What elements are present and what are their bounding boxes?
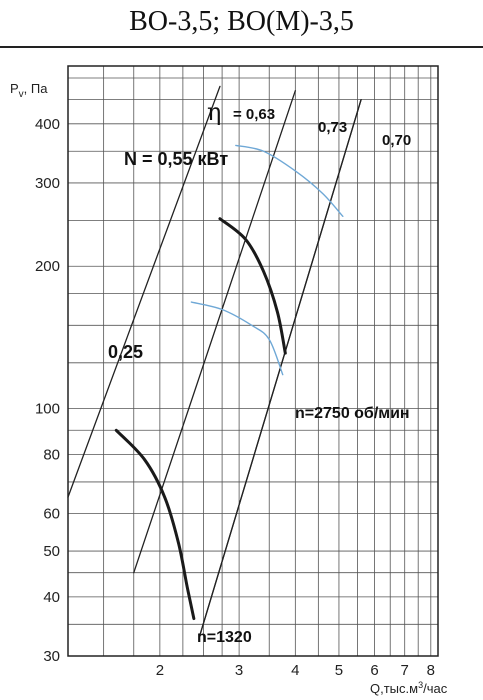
label-eta-070: 0,70 bbox=[382, 132, 411, 149]
y-tick-label: 100 bbox=[35, 401, 60, 418]
y-tick-label: 80 bbox=[43, 446, 60, 463]
plot-frame bbox=[67, 65, 439, 657]
label-n-2750: n=2750 об/мин bbox=[295, 405, 410, 422]
x-tick-label: 2 bbox=[156, 662, 164, 679]
x-axis-label: Q,тыс.м3/час bbox=[370, 680, 448, 696]
y-axis-label: Pv, Па bbox=[10, 81, 48, 100]
x-tick-label: 4 bbox=[291, 662, 299, 679]
x-tick-label: 6 bbox=[370, 662, 378, 679]
series-layer bbox=[67, 85, 362, 638]
x-tick-label: 3 bbox=[235, 662, 243, 679]
label-n-1320: n=1320 bbox=[197, 629, 252, 646]
title-divider bbox=[0, 46, 483, 48]
series-speed-line-4 bbox=[218, 217, 287, 355]
x-tick-label: 8 bbox=[427, 662, 435, 679]
grid-lines bbox=[67, 66, 438, 657]
series-speed-line-5 bbox=[114, 428, 196, 621]
series-power-line-6 bbox=[235, 144, 344, 218]
y-tick-label: 30 bbox=[43, 648, 60, 665]
y-tick-label: 300 bbox=[35, 175, 60, 192]
x-tick-label: 7 bbox=[401, 662, 409, 679]
label-eta-063: = 0,63 bbox=[233, 106, 275, 123]
y-tick-label: 400 bbox=[35, 116, 60, 133]
label-power-055: N = 0,55 кВт bbox=[124, 149, 228, 169]
series-efficiency-line-1 bbox=[133, 90, 296, 574]
y-tick-label: 40 bbox=[43, 589, 60, 606]
label-eta-073: 0,73 bbox=[318, 119, 347, 136]
tick-labels: 2 3 4 5 6 7 8 30 40 50 60 80 100 200 300 400 bbox=[35, 116, 435, 679]
series-efficiency-line-0 bbox=[67, 85, 221, 498]
label-power-025: 0,25 bbox=[108, 342, 143, 362]
y-tick-label: 200 bbox=[35, 258, 60, 275]
page-title: ВО-3,5; ВО(М)-3,5 bbox=[129, 6, 354, 37]
efficiency-symbol: η bbox=[207, 98, 221, 126]
series-power-line-7 bbox=[190, 301, 284, 376]
y-tick-label: 60 bbox=[43, 506, 60, 523]
y-tick-label: 50 bbox=[43, 543, 60, 560]
x-tick-label: 5 bbox=[335, 662, 343, 679]
